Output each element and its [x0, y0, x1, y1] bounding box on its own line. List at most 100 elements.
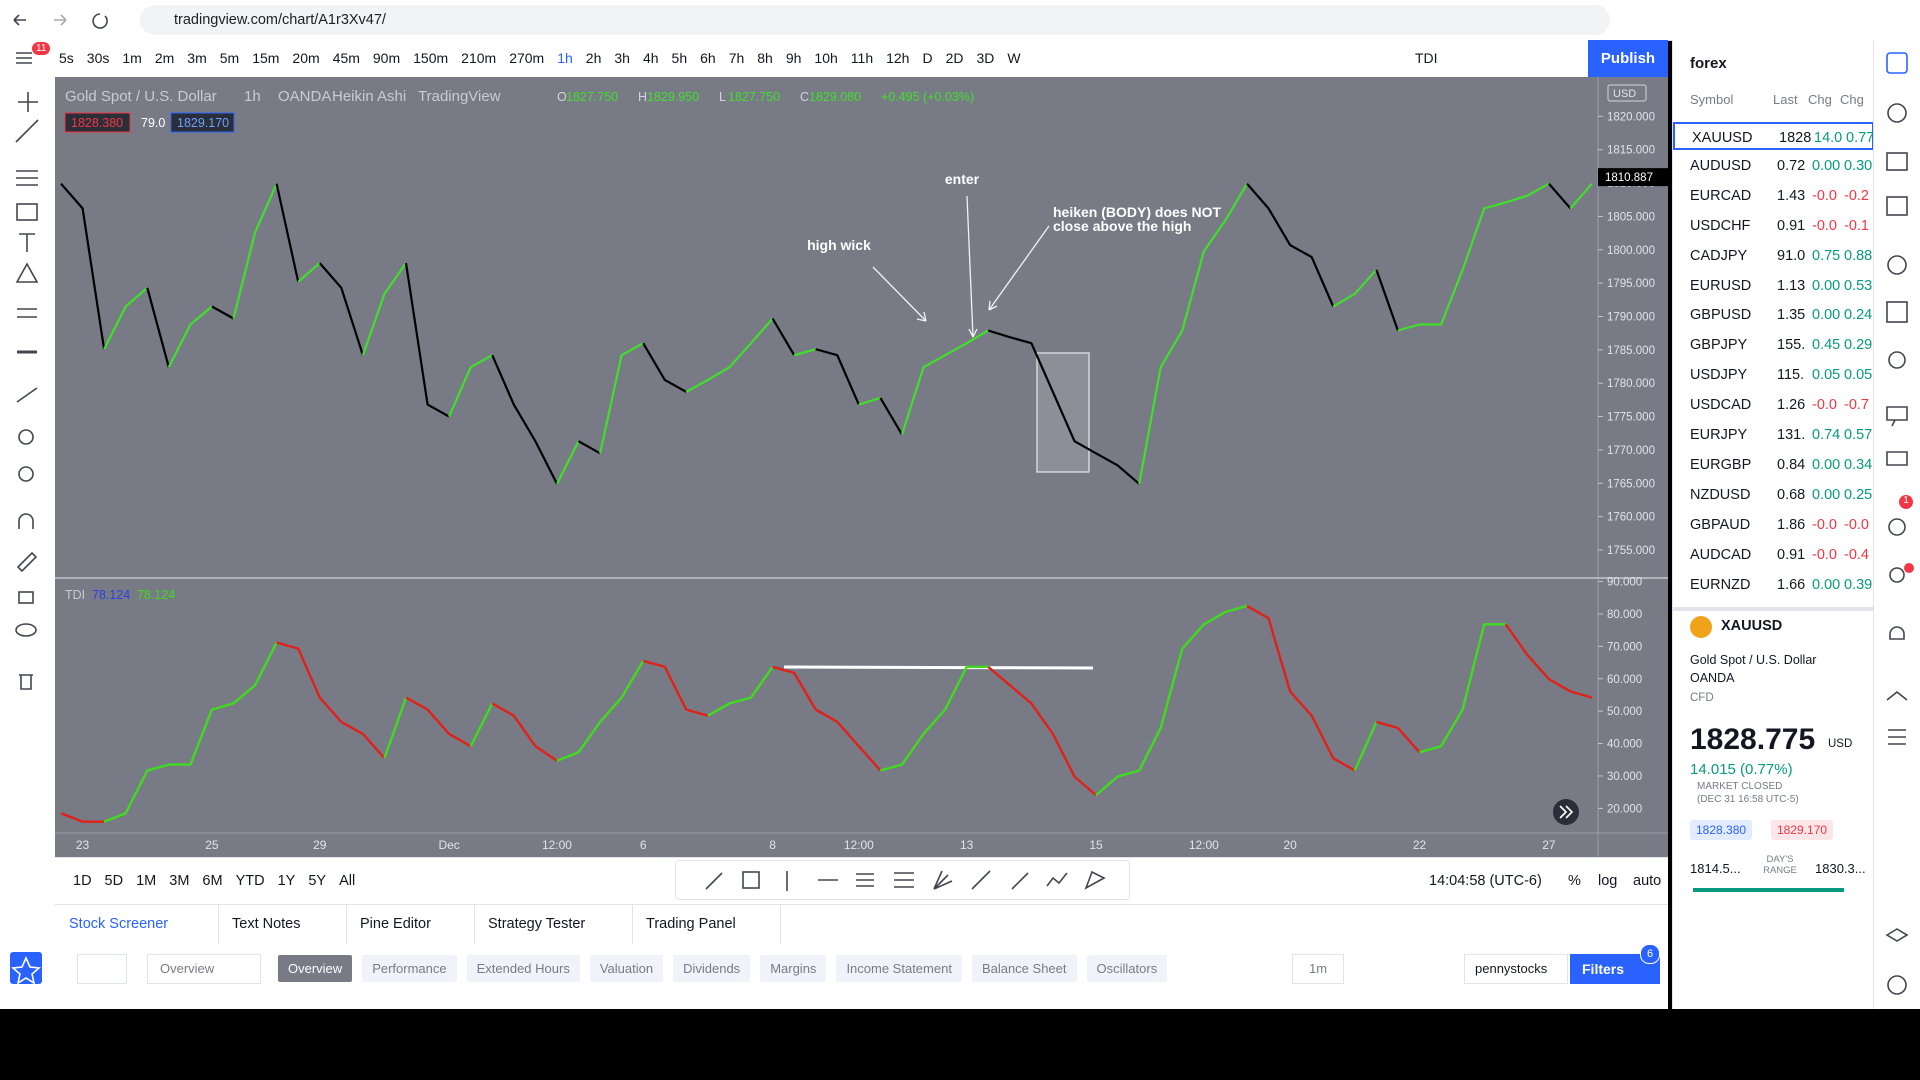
range-list: 1D 5D 1M 3M 6M YTD 1Y 5Y All: [73, 873, 368, 889]
interval-button[interactable]: 15m: [252, 50, 280, 66]
interval-button[interactable]: 7h: [728, 50, 745, 66]
chart-area[interactable]: high wick enter heiken (BODY) does NOT c…: [55, 77, 1668, 857]
ohlc-value: 1829.950: [647, 90, 699, 104]
interval-button[interactable]: 1h: [557, 50, 573, 66]
indicator-button[interactable]: TDI: [1415, 50, 1438, 66]
interval-button[interactable]: 9h: [785, 50, 802, 66]
watchlist-row[interactable]: AUDCAD 0.91 -0.0 -0.4: [1673, 541, 1874, 569]
screener-tab[interactable]: Performance: [362, 955, 457, 982]
screener-tab[interactable]: Margins: [760, 955, 827, 982]
interval-button[interactable]: 150m: [413, 50, 449, 66]
watchlist-row[interactable]: GBPUSD 1.35 0.00 0.24: [1673, 301, 1874, 329]
panel-tabs: Stock Screener Text Notes Pine Editor Strat…: [55, 904, 1668, 945]
interval-button[interactable]: 20m: [292, 50, 320, 66]
floating-drawing-bar[interactable]: [675, 860, 1130, 900]
interval-button[interactable]: 1m: [122, 50, 142, 66]
range-button[interactable]: 1D: [73, 873, 92, 889]
interval-button[interactable]: 5m: [219, 50, 240, 66]
watchlist-row[interactable]: GBPJPY 155. 0.45 0.29: [1673, 331, 1874, 359]
y-tick-label: 1780.000: [1607, 378, 1655, 390]
screener-tab[interactable]: Extended Hours: [466, 955, 580, 982]
interval-button[interactable]: 2h: [585, 50, 602, 66]
watchlist-row[interactable]: CADJPY 91.0 0.75 0.88: [1673, 242, 1874, 270]
view-select[interactable]: Overview: [147, 954, 261, 984]
auto-toggle[interactable]: auto: [1633, 873, 1662, 889]
drawing-tools[interactable]: [0, 77, 55, 1009]
interval-button[interactable]: 10h: [814, 50, 838, 66]
y-tick-label: 70.000: [1607, 641, 1642, 653]
range-button[interactable]: 1Y: [277, 873, 296, 889]
panel-tab[interactable]: Trading Panel: [632, 905, 781, 944]
interval-button[interactable]: 11h: [850, 50, 874, 66]
panel-tab[interactable]: Strategy Tester: [474, 905, 633, 944]
watchlist-row[interactable]: AUDUSD 0.72 0.00 0.30: [1673, 152, 1874, 180]
interval-button[interactable]: 5s: [59, 50, 74, 66]
interval-select[interactable]: 1m: [1292, 954, 1344, 984]
watchlist-row[interactable]: GBPAUD 1.86 -0.0 -0.0: [1673, 511, 1874, 539]
screener-tab[interactable]: Dividends: [673, 955, 751, 982]
watchlist-row[interactable]: EURUSD 1.13 0.00 0.53: [1673, 272, 1874, 300]
watchlist-row[interactable]: EURGBP 0.84 0.00 0.34: [1673, 451, 1874, 479]
interval-button[interactable]: 12h: [886, 50, 910, 66]
currency-box: [1607, 84, 1647, 102]
interval-button[interactable]: 3h: [614, 50, 630, 66]
screener-tab[interactable]: Valuation: [589, 955, 664, 982]
details-exchange: OANDA: [1690, 671, 1735, 685]
interval-button[interactable]: 3m: [187, 50, 207, 66]
watchlist-row[interactable]: EURNZD 1.66 0.00 0.39: [1673, 571, 1874, 599]
interval-button[interactable]: 2m: [154, 50, 175, 66]
range-button[interactable]: All: [339, 873, 356, 889]
symbol: EURJPY: [1690, 427, 1748, 443]
cell-value: 0.34: [1844, 456, 1873, 473]
panel-tab[interactable]: Pine Editor: [346, 905, 475, 944]
symbol: USDCHF: [1690, 217, 1751, 234]
right-tools[interactable]: [1874, 40, 1920, 1009]
watchlist-row[interactable]: USDJPY 115. 0.05 0.05: [1673, 361, 1874, 389]
ask: 1829.170: [1771, 820, 1834, 840]
refresh-button[interactable]: [77, 954, 127, 984]
interval-button[interactable]: 90m: [372, 50, 401, 66]
interval-button[interactable]: 8h: [757, 50, 773, 66]
publish-button[interactable]: Publish: [1588, 40, 1668, 77]
interval-button[interactable]: D: [922, 50, 933, 66]
watchlist-row[interactable]: USDCAD 1.26 -0.0 -0.7: [1673, 391, 1874, 419]
range-button[interactable]: 3M: [169, 873, 190, 889]
interval-button[interactable]: 4h: [642, 50, 659, 66]
range-button[interactable]: 1M: [136, 873, 157, 889]
screener-tab[interactable]: Overview: [278, 955, 353, 982]
interval-button[interactable]: W: [1007, 50, 1021, 66]
watchlist-row[interactable]: USDCHF 0.91 -0.0 -0.1: [1673, 212, 1874, 240]
address-bar[interactable]: tradingview.com/chart/A1r3Xv47/: [140, 5, 1610, 35]
interval-button[interactable]: 5h: [671, 50, 688, 66]
watchlist-row[interactable]: EURCAD 1.43 -0.0 -0.2: [1673, 182, 1874, 210]
menu-button[interactable]: [14, 48, 36, 68]
list-select[interactable]: pennystocks: [1464, 954, 1568, 984]
log-toggle[interactable]: log: [1598, 873, 1618, 889]
cell-value: -0.0: [1812, 516, 1837, 533]
cell-value: 0.91: [1777, 217, 1806, 234]
indicator-line: [103, 641, 278, 823]
range-button[interactable]: YTD: [235, 873, 265, 889]
interval-button[interactable]: 45m: [332, 50, 360, 66]
interval-button[interactable]: 6h: [700, 50, 716, 66]
watchlist-row[interactable]: NZDUSD 0.68 0.00 0.25: [1673, 481, 1874, 509]
interval-button[interactable]: 210m: [461, 50, 497, 66]
watchlist-row[interactable]: EURJPY 131. 0.74 0.57: [1673, 421, 1874, 449]
panel-tab[interactable]: Stock Screener: [55, 905, 219, 944]
interval-button[interactable]: 270m: [509, 50, 545, 66]
screener-tab[interactable]: Income Statement: [836, 955, 962, 982]
interval-button[interactable]: 30s: [86, 50, 110, 66]
panel-tab[interactable]: Text Notes: [218, 905, 347, 944]
range-button[interactable]: 5Y: [308, 873, 327, 889]
interval-button[interactable]: 2D: [945, 50, 964, 66]
range-button[interactable]: 5D: [104, 873, 124, 889]
watchlist-row[interactable]: XAUUSD 1828 14.0 0.77: [1673, 122, 1874, 150]
browser-nav[interactable]: [8, 8, 128, 32]
screener-tab[interactable]: Oscillators: [1086, 955, 1168, 982]
ohlc-key: O: [557, 90, 567, 104]
interval-button[interactable]: 3D: [976, 50, 995, 66]
watchlist-title[interactable]: forex: [1690, 55, 1727, 72]
screener-tab[interactable]: Balance Sheet: [971, 955, 1077, 982]
range-button[interactable]: 6M: [202, 873, 223, 889]
percent-toggle[interactable]: %: [1568, 873, 1581, 889]
